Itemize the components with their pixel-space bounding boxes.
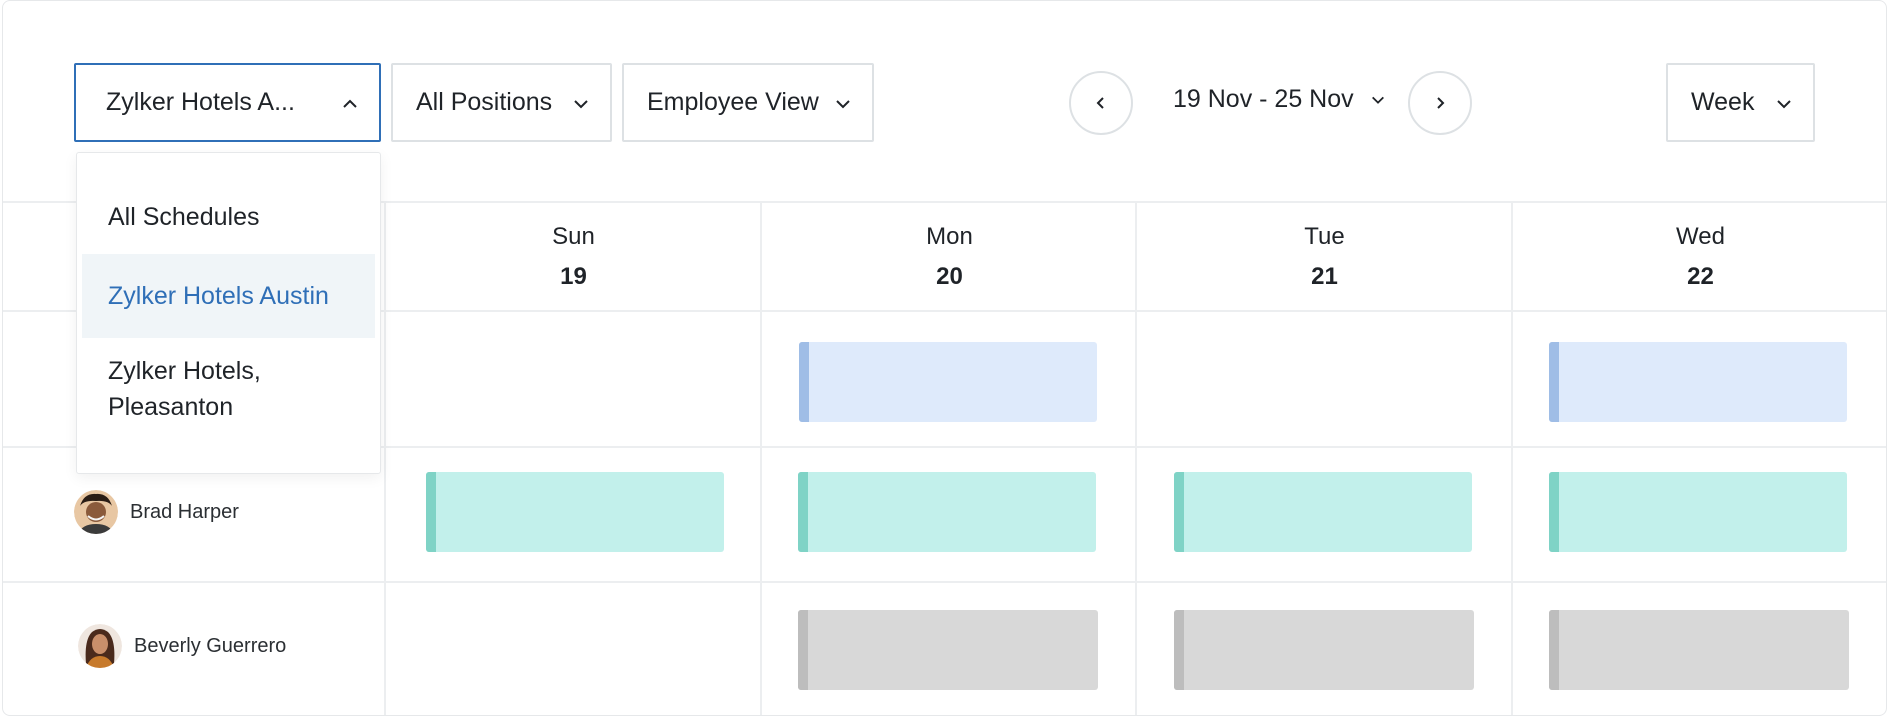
day-header-tue: Tue 21: [1137, 223, 1512, 291]
view-select-label: Employee View: [647, 88, 819, 116]
shift-block[interactable]: [426, 472, 724, 552]
employee-beverly-guerrero[interactable]: Beverly Guerrero: [78, 624, 286, 668]
chevron-left-icon: [1096, 97, 1104, 109]
shift-block[interactable]: [1174, 610, 1474, 690]
period-select-label: Week: [1691, 88, 1755, 116]
grid-divider: [3, 310, 1886, 312]
shift-block[interactable]: [798, 610, 1098, 690]
schedule-select-label: Zylker Hotels A...: [106, 88, 295, 116]
grid-divider: [1135, 201, 1137, 715]
grid-divider: [384, 201, 386, 715]
day-name: Tue: [1304, 223, 1345, 250]
employee-name: Brad Harper: [130, 500, 239, 523]
shift-color-bar: [426, 472, 436, 552]
day-header-wed: Wed 22: [1513, 223, 1886, 291]
period-select[interactable]: Week: [1666, 63, 1815, 142]
dropdown-item-label: Zylker Hotels, Pleasanton: [108, 357, 261, 421]
day-name: Wed: [1676, 223, 1725, 250]
shift-block[interactable]: [1549, 472, 1847, 552]
shift-color-bar: [1174, 472, 1184, 552]
schedule-select[interactable]: Zylker Hotels A...: [74, 63, 381, 142]
grid-divider: [760, 201, 762, 715]
grid-divider: [3, 581, 1886, 583]
avatar: [74, 490, 118, 534]
avatar: [78, 624, 122, 668]
positions-select[interactable]: All Positions: [391, 63, 612, 142]
positions-select-label: All Positions: [416, 88, 553, 116]
shift-color-bar: [1549, 342, 1559, 422]
grid-divider: [1511, 201, 1513, 715]
shift-block[interactable]: [1549, 342, 1847, 422]
date-range-label: 19 Nov - 25 Nov: [1173, 85, 1354, 113]
shift-color-bar: [798, 472, 808, 552]
shift-color-bar: [1549, 472, 1559, 552]
chevron-down-icon: [1777, 99, 1791, 108]
dropdown-item-label: Zylker Hotels Austin: [108, 282, 329, 310]
chevron-down-icon: [836, 99, 850, 108]
shift-block[interactable]: [798, 472, 1096, 552]
dropdown-item-zylker-hotels-pleasanton[interactable]: Zylker Hotels, Pleasanton: [82, 353, 312, 429]
shift-block[interactable]: [799, 342, 1097, 422]
chevron-up-icon: [343, 99, 357, 108]
shift-color-bar: [799, 342, 809, 422]
employee-name: Beverly Guerrero: [134, 634, 287, 657]
shift-block[interactable]: [1549, 610, 1849, 690]
day-name: Sun: [552, 223, 595, 250]
dropdown-item-label: All Schedules: [108, 203, 260, 231]
day-date: 20: [936, 263, 963, 290]
chevron-down-icon: [1371, 96, 1384, 104]
grid-divider: [3, 446, 1886, 448]
day-header-mon: Mon 20: [762, 223, 1137, 291]
day-date: 22: [1687, 263, 1714, 290]
day-date: 21: [1311, 263, 1338, 290]
shift-color-bar: [798, 610, 808, 690]
day-header-sun: Sun 19: [386, 223, 761, 291]
chevron-down-icon: [574, 99, 588, 108]
day-date: 19: [560, 263, 587, 290]
schedule-dropdown-menu: All Schedules Zylker Hotels Austin Zylke…: [76, 152, 381, 474]
dropdown-item-zylker-hotels-austin[interactable]: Zylker Hotels Austin: [82, 254, 375, 338]
shift-color-bar: [1549, 610, 1559, 690]
day-name: Mon: [926, 223, 973, 250]
dropdown-item-all-schedules[interactable]: All Schedules: [82, 199, 375, 239]
employee-brad-harper[interactable]: Brad Harper: [74, 490, 239, 534]
shift-color-bar: [1174, 610, 1184, 690]
view-select[interactable]: Employee View: [622, 63, 874, 142]
date-range-select[interactable]: 19 Nov - 25 Nov: [1173, 85, 1386, 114]
grid-divider: [3, 201, 1886, 203]
prev-week-button[interactable]: [1069, 71, 1133, 135]
chevron-right-icon: [1437, 97, 1445, 109]
shift-block[interactable]: [1174, 472, 1472, 552]
next-week-button[interactable]: [1408, 71, 1472, 135]
